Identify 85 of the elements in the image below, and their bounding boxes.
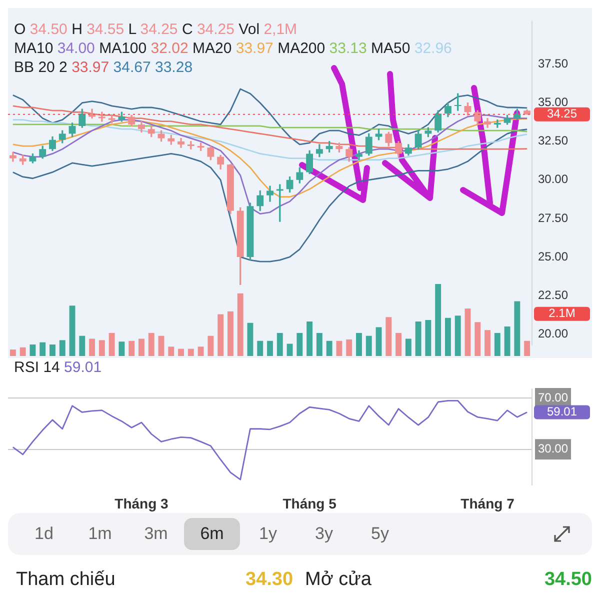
- text: 5y: [370, 523, 390, 545]
- bar: [69, 306, 76, 356]
- bar: [218, 314, 224, 356]
- bar: [98, 340, 105, 356]
- bar: [128, 340, 135, 356]
- data-label: 59.01: [546, 404, 578, 419]
- text: 1d: [34, 523, 54, 545]
- candlestick: [98, 112, 106, 122]
- bar: [188, 348, 194, 356]
- bar: [306, 321, 313, 356]
- bar: [474, 322, 481, 356]
- x-tick-label: Tháng 7: [460, 495, 515, 512]
- text: 6m: [184, 518, 240, 550]
- text: Tham chiếu: [16, 569, 116, 591]
- bar: [504, 326, 510, 356]
- y-tick-label: 37.50: [538, 56, 568, 71]
- bar: [326, 340, 332, 356]
- bar: [464, 308, 471, 356]
- y-tick-label: 20.00: [538, 326, 568, 340]
- ref-line-label: 34.25: [546, 106, 578, 121]
- text: 1y: [258, 523, 278, 545]
- bar: [514, 301, 520, 356]
- y-tick-label: 30.00: [538, 172, 568, 186]
- annotation: BB 20 2 33.97 34.67 33.28: [14, 59, 193, 76]
- bar: [286, 344, 293, 356]
- y-tick-label: 27.50: [538, 210, 568, 225]
- bar: [118, 342, 125, 356]
- bar: [227, 311, 234, 356]
- bar: [494, 332, 500, 356]
- bar: [148, 332, 154, 356]
- bar: [198, 346, 204, 356]
- bar: [168, 346, 174, 356]
- bar: [267, 340, 273, 356]
- bar: [50, 344, 56, 356]
- bar: [208, 336, 214, 356]
- bar: [59, 340, 66, 356]
- y-tick-label: 22.50: [538, 288, 568, 302]
- text: 34.50: [544, 569, 592, 591]
- bar: [524, 340, 530, 356]
- bar: [108, 332, 115, 356]
- bar: [484, 330, 490, 356]
- x-tick-label: Tháng 5: [282, 495, 337, 512]
- bar: [454, 316, 461, 356]
- text: 2.1M: [548, 306, 576, 320]
- text: RSI 14 59.01: [14, 359, 102, 376]
- text: 1m: [87, 523, 113, 545]
- bar: [20, 347, 26, 356]
- text: Mở cửa: [305, 569, 372, 591]
- bar: [158, 336, 164, 356]
- bar: [40, 342, 46, 356]
- bar: [257, 340, 264, 356]
- bar: [356, 332, 362, 356]
- bar: [425, 320, 432, 356]
- bar: [79, 336, 86, 356]
- bar: [237, 293, 244, 356]
- y-tick-label: 35.00: [538, 95, 568, 110]
- bar: [396, 332, 402, 356]
- bar: [435, 284, 442, 356]
- bar: [386, 317, 392, 356]
- bar: [346, 339, 352, 356]
- y-tick-label: 70.00: [538, 390, 568, 404]
- bar: [276, 332, 283, 356]
- bar: [247, 322, 254, 356]
- text: O 34.50 H 34.55 L 34.25 C 34.25 Vol 2,1M: [14, 21, 298, 38]
- bar: [444, 318, 451, 356]
- y-tick-label: 25.00: [538, 249, 568, 264]
- bar: [316, 332, 322, 356]
- x-tick-label: Tháng 3: [114, 495, 169, 512]
- text: MA10 34.00 MA100 32.02 MA20 33.97 MA200 33.13 MA50 32.96: [14, 40, 452, 57]
- y-tick-label: 30.00: [538, 442, 568, 456]
- bar: [415, 321, 422, 356]
- bar: [296, 332, 303, 356]
- text: 3y: [314, 523, 334, 545]
- bar: [376, 327, 382, 356]
- bar: [10, 350, 16, 356]
- bar: [178, 348, 184, 356]
- text: 3m: [143, 523, 169, 545]
- bar: [138, 338, 144, 356]
- bar: [89, 338, 96, 356]
- y-tick-label: 32.50: [538, 134, 568, 148]
- bar: [336, 340, 342, 356]
- bar: [366, 336, 372, 356]
- bar: [30, 344, 36, 356]
- text: 34.30: [246, 569, 294, 591]
- bar: [405, 338, 412, 356]
